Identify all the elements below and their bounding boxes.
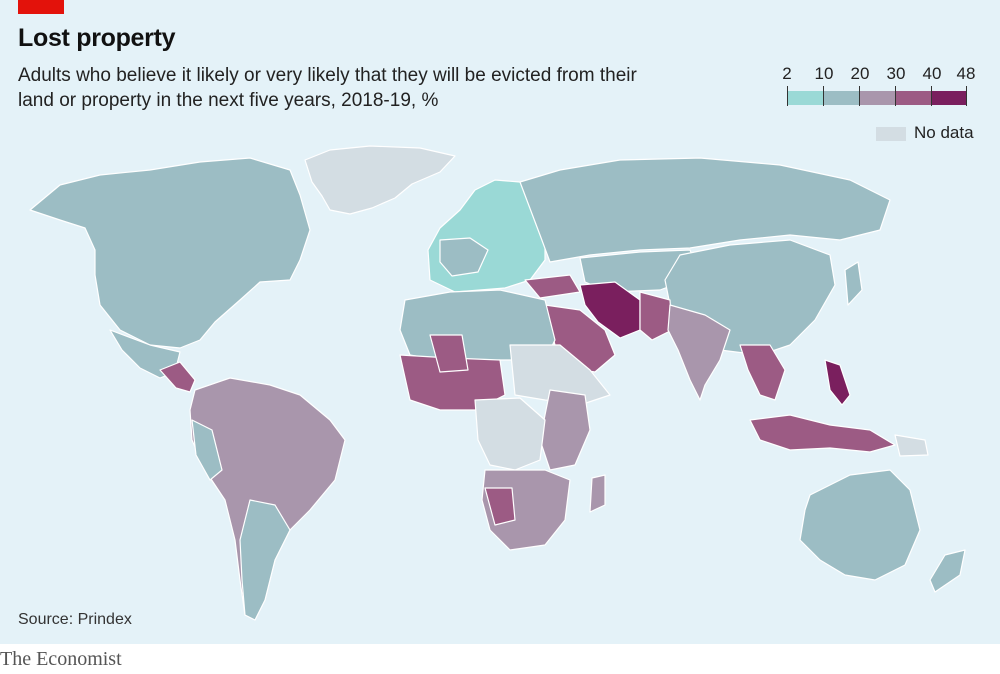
legend-tick xyxy=(931,86,932,106)
brand-red-tag xyxy=(18,0,64,14)
legend-swatch-20-30 xyxy=(860,91,895,105)
region-iran xyxy=(579,281,641,339)
region-central-africa xyxy=(474,397,546,471)
legend-tick-label: 30 xyxy=(886,64,906,83)
region-japan xyxy=(844,261,863,306)
region-australia xyxy=(799,469,921,581)
region-new-zealand xyxy=(929,549,966,593)
region-russia xyxy=(519,157,891,263)
world-map xyxy=(29,145,966,621)
region-philippines xyxy=(824,359,851,406)
legend-swatch-40-48 xyxy=(932,91,966,105)
region-central-america xyxy=(159,361,196,393)
legend-tick-label: 2 xyxy=(782,64,792,83)
legend-tick xyxy=(966,86,967,106)
chart-subtitle: Adults who believe it likely or very lik… xyxy=(18,65,637,111)
region-peru xyxy=(191,419,223,481)
legend-no-data-label: No data xyxy=(914,123,974,142)
legend-swatch-30-40 xyxy=(896,91,931,105)
brand-logo: The Economist xyxy=(0,648,122,670)
region-north-america xyxy=(29,157,311,349)
legend-swatch-no-data xyxy=(876,127,906,141)
region-mali xyxy=(429,334,469,373)
legend-swatch-2-10 xyxy=(788,91,823,105)
region-indonesia xyxy=(749,414,896,453)
legend-tick-label: 20 xyxy=(850,64,870,83)
region-pakistan-afghanistan xyxy=(639,291,673,341)
legend-tick xyxy=(859,86,860,106)
region-madagascar xyxy=(589,474,606,513)
region-sudan-horn xyxy=(509,344,611,406)
region-france-germany xyxy=(439,237,489,277)
region-argentina xyxy=(239,499,291,621)
region-east-africa xyxy=(539,389,591,471)
region-greenland xyxy=(304,145,456,215)
region-png xyxy=(894,434,929,457)
region-indochina xyxy=(739,344,786,401)
region-namibia xyxy=(484,487,516,526)
legend-tick-label: 10 xyxy=(814,64,834,83)
chart-panel: Lost property Adults who believe it like… xyxy=(0,0,1000,644)
legend-swatch-10-20 xyxy=(824,91,859,105)
legend-tick-label: 48 xyxy=(956,64,976,83)
legend-tick xyxy=(823,86,824,106)
legend-tick-label: 40 xyxy=(922,64,942,83)
source-note: Source: Prindex xyxy=(18,611,132,628)
region-india xyxy=(667,304,731,401)
legend-tick xyxy=(787,86,788,106)
region-turkey xyxy=(524,274,581,299)
chart-title: Lost property xyxy=(18,24,176,52)
legend-tick xyxy=(895,86,896,106)
